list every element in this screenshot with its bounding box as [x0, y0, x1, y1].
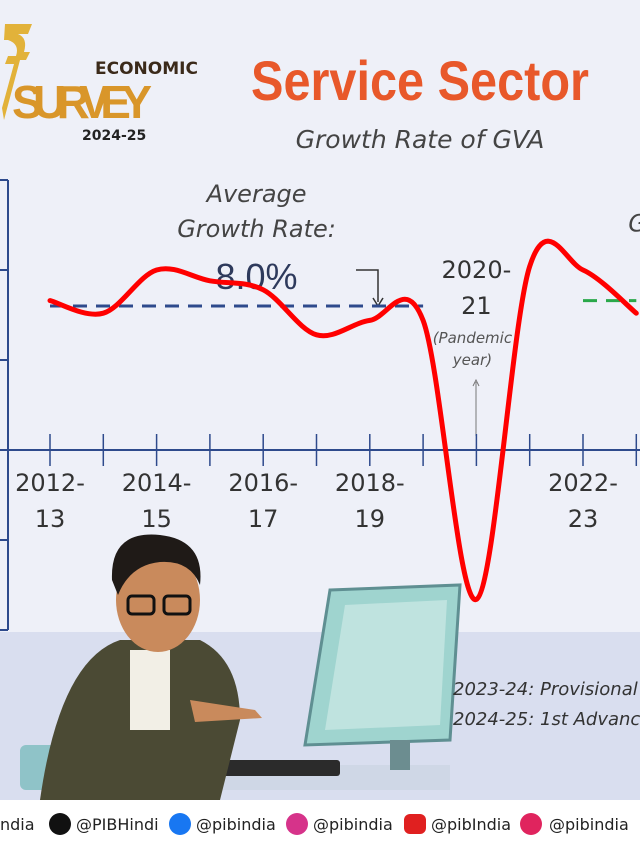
annotation-arrow — [356, 269, 379, 302]
logo-year: 2024-25 — [82, 128, 146, 144]
footer-handle: @pibIndia — [431, 815, 511, 834]
logo-top: ECONOMIC — [95, 59, 198, 79]
illustration — [20, 534, 462, 800]
footer-handle: @PIBHindi — [76, 815, 159, 834]
pandemic-note: year) — [452, 351, 492, 369]
x-tick-label: 2014-15 — [121, 469, 192, 533]
average-label: Average — [205, 180, 307, 208]
footer-icons — [49, 813, 542, 835]
footer-handle: @pibindia — [549, 815, 629, 834]
logo-main: SURVEY — [12, 76, 152, 128]
x-tick-label: 2022-23 — [548, 469, 618, 533]
footer-handle: @pibindia — [196, 815, 276, 834]
pandemic-note: (Pandemic — [433, 329, 513, 347]
x-tick-label: 2018-19 — [334, 469, 405, 533]
average-label: Grow — [628, 210, 640, 238]
chart-title: Service Sector — [251, 49, 589, 112]
data-line — [47, 238, 639, 602]
footnote: 2024-25: 1st Advance — [453, 709, 640, 730]
footer-handle: ndia — [0, 815, 35, 834]
pandemic-arrow-head — [472, 378, 480, 387]
average-label: Growth Rate: — [177, 215, 336, 243]
average-value: 8.0% — [216, 256, 298, 297]
pandemic-label: 2020-21 — [441, 256, 512, 320]
chart-subtitle: Growth Rate of GVA — [296, 125, 545, 154]
footnote: 2023-24: Provisional — [453, 679, 638, 700]
x-tick-label: 2016-17 — [228, 469, 299, 533]
footer-handle: @pibindia — [313, 815, 393, 834]
x-tick-label: 2012-13 — [15, 469, 85, 533]
logo-mark — [2, 24, 32, 120]
